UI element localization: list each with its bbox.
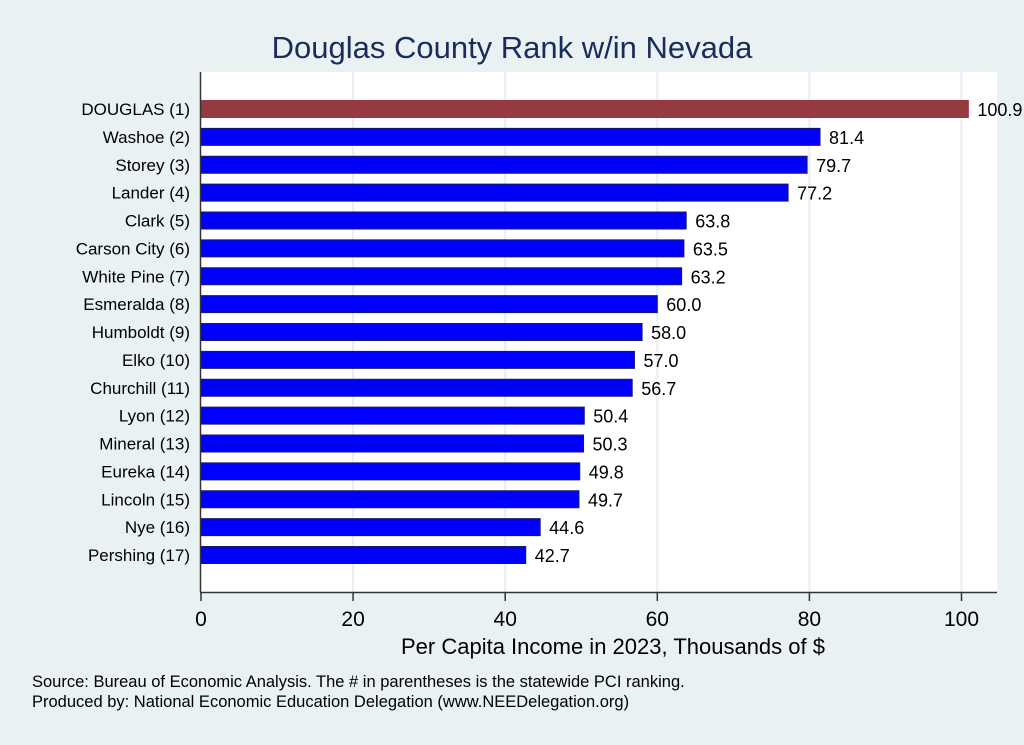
data-label: 60.0 xyxy=(666,295,701,315)
chart-title: Douglas County Rank w/in Nevada xyxy=(272,30,754,65)
data-label: 77.2 xyxy=(797,184,832,204)
bar xyxy=(200,183,789,202)
data-label: 57.0 xyxy=(643,351,678,371)
y-tick-label: Carson City (6) xyxy=(76,239,190,258)
y-tick-label: Humboldt (9) xyxy=(92,323,190,342)
bar xyxy=(200,155,808,174)
y-tick-label: Mineral (13) xyxy=(99,435,190,454)
y-tick-label: Washoe (2) xyxy=(103,128,190,147)
bar xyxy=(200,518,541,537)
y-tick-label: Storey (3) xyxy=(115,156,190,175)
data-label: 79.7 xyxy=(816,156,851,176)
data-label: 49.7 xyxy=(588,490,623,510)
y-tick-label: Eureka (14) xyxy=(101,462,190,481)
bar xyxy=(200,462,581,481)
x-tick-label: 0 xyxy=(195,608,207,631)
bar xyxy=(200,378,633,397)
x-tick-label: 100 xyxy=(944,608,979,631)
y-tick-label: Lincoln (15) xyxy=(101,490,190,509)
bar xyxy=(200,127,821,146)
data-label: 56.7 xyxy=(641,379,676,399)
x-tick-label: 20 xyxy=(341,608,364,631)
producer-note: Produced by: National Economic Education… xyxy=(32,693,629,711)
bar xyxy=(200,211,687,230)
y-tick-label: Clark (5) xyxy=(125,212,190,231)
y-tick-label: Elko (10) xyxy=(122,351,190,370)
bar xyxy=(200,295,658,314)
bar xyxy=(200,434,585,453)
bar xyxy=(200,406,585,425)
y-tick-label: Pershing (17) xyxy=(88,546,190,565)
x-axis-label: Per Capita Income in 2023, Thousands of … xyxy=(401,634,825,659)
data-label: 58.0 xyxy=(651,323,686,343)
x-tick-label: 80 xyxy=(798,608,821,631)
data-label: 63.5 xyxy=(693,239,728,259)
data-label: 49.8 xyxy=(589,462,624,482)
y-tick-label: Nye (16) xyxy=(125,518,190,537)
data-label: 100.9 xyxy=(977,100,1022,120)
x-tick-label: 60 xyxy=(646,608,669,631)
bar xyxy=(200,546,527,564)
bar xyxy=(200,323,643,341)
data-label: 63.8 xyxy=(695,212,730,232)
data-label: 50.3 xyxy=(593,435,628,455)
source-note: Source: Bureau of Economic Analysis. The… xyxy=(32,673,685,691)
bar xyxy=(200,490,580,509)
data-label: 81.4 xyxy=(829,128,864,148)
y-tick-label: Lander (4) xyxy=(112,184,190,203)
y-tick-label: Lyon (12) xyxy=(119,407,190,426)
bar xyxy=(200,267,683,286)
y-tick-label: White Pine (7) xyxy=(82,267,190,286)
y-tick-label: Churchill (11) xyxy=(90,379,190,398)
data-label: 42.7 xyxy=(535,546,570,566)
bar xyxy=(200,100,969,118)
bar xyxy=(200,239,685,258)
data-label: 63.2 xyxy=(691,267,726,287)
data-label: 44.6 xyxy=(549,518,584,538)
data-label: 50.4 xyxy=(593,407,628,427)
bar xyxy=(200,350,635,369)
x-tick-label: 40 xyxy=(494,608,517,631)
y-tick-label: Esmeralda (8) xyxy=(83,295,190,314)
y-tick-label: DOUGLAS (1) xyxy=(81,100,190,119)
